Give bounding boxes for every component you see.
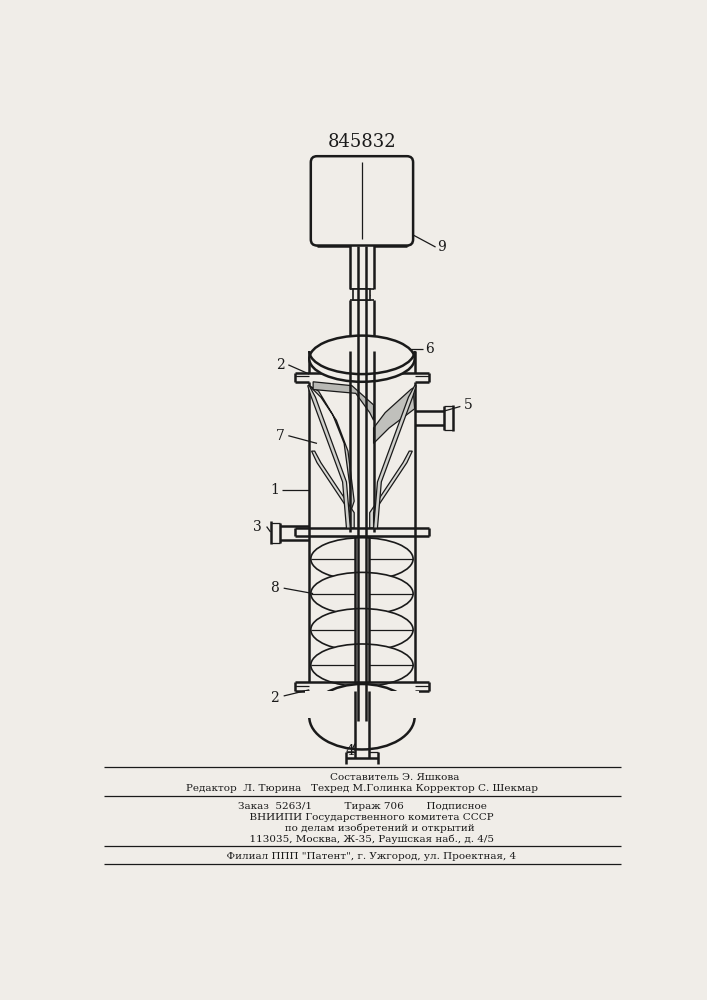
Text: 2: 2 <box>270 690 279 704</box>
Text: 4: 4 <box>346 744 355 758</box>
Text: Составитель Э. Яшкова: Составитель Э. Яшкова <box>264 773 459 782</box>
PathPatch shape <box>312 451 354 528</box>
Text: по делам изобретений и открытий: по делам изобретений и открытий <box>249 824 475 833</box>
Text: 2: 2 <box>276 358 285 372</box>
Bar <box>305 691 419 718</box>
Text: 8: 8 <box>270 581 279 595</box>
PathPatch shape <box>373 388 414 443</box>
Text: Редактор  Л. Тюрина   Техред М.Голинка Корректор С. Шекмар: Редактор Л. Тюрина Техред М.Голинка Корр… <box>186 784 538 793</box>
Text: 113035, Москва, Ж-35, Раушская наб., д. 4/5: 113035, Москва, Ж-35, Раушская наб., д. … <box>230 834 494 844</box>
Text: 1: 1 <box>270 483 279 497</box>
Text: ВНИИПИ Государственного комитета СССР: ВНИИПИ Государственного комитета СССР <box>230 813 493 822</box>
PathPatch shape <box>309 386 354 513</box>
Text: 9: 9 <box>437 240 445 254</box>
PathPatch shape <box>373 386 416 528</box>
PathPatch shape <box>308 386 351 528</box>
Text: Заказ  5263/1          Тираж 706       Подписное: Заказ 5263/1 Тираж 706 Подписное <box>238 802 486 811</box>
Text: 845832: 845832 <box>327 133 396 151</box>
Text: 7: 7 <box>276 429 285 443</box>
Ellipse shape <box>309 684 414 749</box>
PathPatch shape <box>313 382 373 420</box>
Text: 6: 6 <box>425 342 434 356</box>
Ellipse shape <box>311 538 413 580</box>
Text: 5: 5 <box>464 398 472 412</box>
Ellipse shape <box>311 609 413 651</box>
Bar <box>354 289 370 300</box>
Text: Филиал ППП "Патент", г. Ужгород, ул. Проектная, 4: Филиал ППП "Патент", г. Ужгород, ул. Про… <box>207 852 517 861</box>
Ellipse shape <box>311 644 413 686</box>
Ellipse shape <box>309 336 414 382</box>
PathPatch shape <box>370 451 412 528</box>
Text: 3: 3 <box>253 520 262 534</box>
FancyBboxPatch shape <box>311 156 413 246</box>
Ellipse shape <box>311 572 413 615</box>
